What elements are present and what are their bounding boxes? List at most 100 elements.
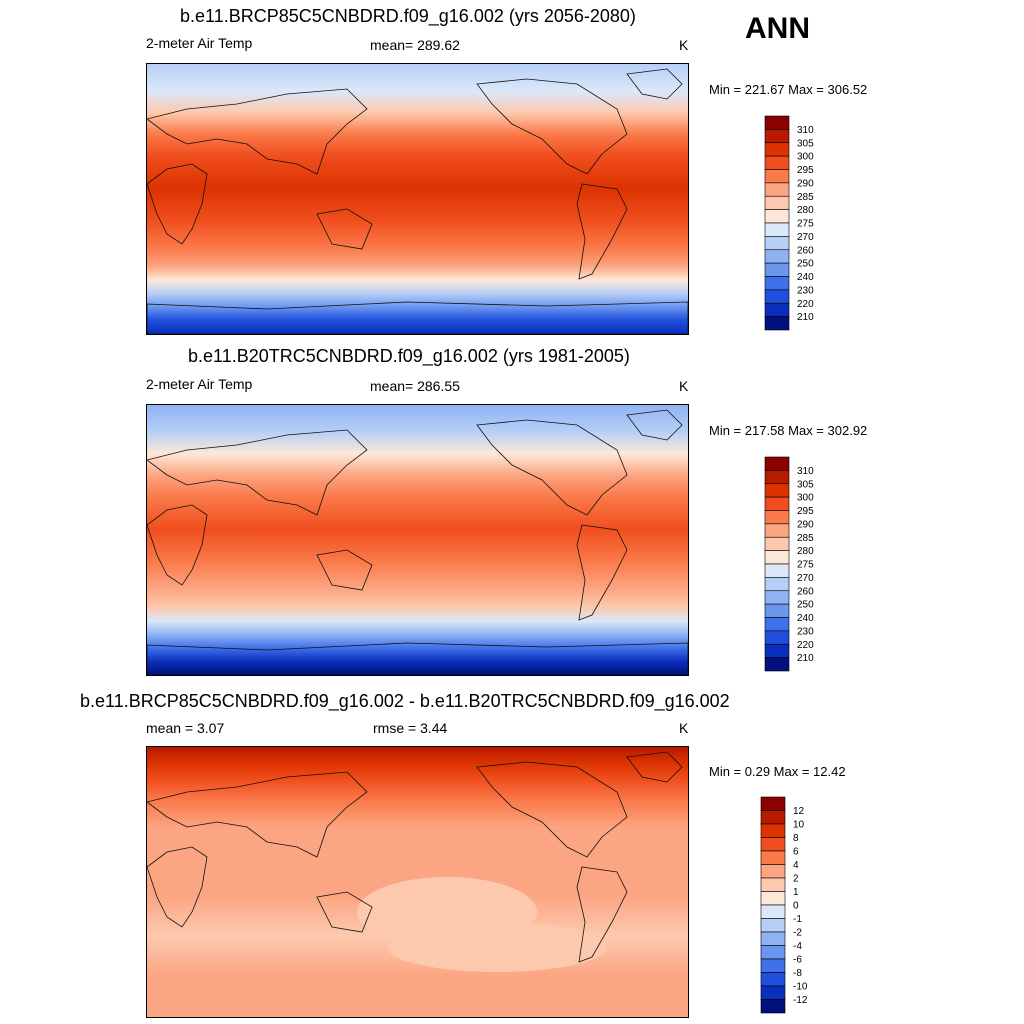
- panel-3-title: b.e11.BRCP85C5CNBDRD.f09_g16.002 - b.e11…: [80, 691, 730, 711]
- colorbar-tick-label: 240: [797, 272, 814, 283]
- colorbar-swatch: [764, 456, 790, 471]
- colorbar-tick-label: 240: [797, 613, 814, 624]
- colorbar-swatch: [760, 891, 786, 906]
- colorbar-swatch: [760, 958, 786, 973]
- colorbar-swatch: [764, 236, 790, 251]
- colorbar-tick-label: 1: [793, 887, 799, 898]
- colorbar-tick-label: 250: [797, 259, 814, 270]
- panel-3-map: [146, 746, 689, 1018]
- panel-1-mean-label: mean= 289.62: [370, 37, 460, 53]
- colorbar-tick-label: 260: [797, 586, 814, 597]
- colorbar-tick-label: 310: [797, 466, 814, 477]
- panel-3-units-label: K: [679, 720, 689, 736]
- panel-3-colorbar: 12 10 8 6 4 2 1 0 -1 -2 -4 -6 -8 -10 -12: [760, 796, 821, 1014]
- panel-3-map-svg: [147, 747, 688, 1017]
- colorbar-swatch: [764, 536, 790, 551]
- colorbar-swatch: [760, 864, 786, 879]
- colorbar-tick-label: 305: [797, 479, 814, 490]
- colorbar-swatch: [760, 985, 786, 1000]
- colorbar-tick-label: 4: [793, 860, 799, 871]
- colorbar-tick-label: 290: [797, 519, 814, 530]
- colorbar-swatch: [760, 810, 786, 825]
- panel-2-minmax: Min = 217.58 Max = 302.92: [709, 423, 868, 438]
- colorbar-swatch: [760, 850, 786, 865]
- colorbar-tick-label: 12: [793, 806, 805, 817]
- colorbar-swatch: [764, 316, 790, 331]
- panel-1-map: [146, 63, 689, 335]
- colorbar-swatch: [760, 877, 786, 892]
- colorbar-tick-label: 280: [797, 205, 814, 216]
- colorbar-swatch: [764, 496, 790, 511]
- colorbar-tick-label: -4: [793, 941, 802, 952]
- colorbar-swatch: [764, 115, 790, 130]
- colorbar-tick-label: 220: [797, 640, 814, 651]
- colorbar-tick-label: 10: [793, 820, 805, 831]
- colorbar-tick-label: -12: [793, 995, 808, 1006]
- colorbar-swatch: [764, 523, 790, 538]
- panel-2-colorbar: 310 305 300 295 290 285 280 275 270 260 250 240 230 2…: [764, 456, 825, 672]
- season-label: ANN: [745, 12, 810, 45]
- colorbar-tick-label: 210: [797, 312, 814, 323]
- colorbar-tick-label: -2: [793, 928, 802, 939]
- colorbar-tick-label: 270: [797, 232, 814, 243]
- colorbar-swatch: [764, 142, 790, 157]
- colorbar-swatch: [764, 289, 790, 304]
- colorbar-swatch: [760, 972, 786, 987]
- colorbar-tick-label: 310: [797, 125, 814, 136]
- panel-1-colorbar: 310 305 300 295 290 285 280 275 270 260 250 240 230 2…: [764, 115, 825, 331]
- colorbar-tick-label: 260: [797, 245, 814, 256]
- panel-1-units-label: K: [679, 37, 689, 53]
- colorbar-swatch: [764, 249, 790, 264]
- colorbar-tick-label: 285: [797, 533, 814, 544]
- colorbar-tick-label: 8: [793, 833, 799, 844]
- colorbar-tick-label: 300: [797, 493, 814, 504]
- panel-3-mean-label: mean = 3.07: [146, 720, 225, 736]
- colorbar-swatch: [764, 302, 790, 317]
- colorbar-tick-label: -6: [793, 955, 802, 966]
- colorbar-tick-label: 230: [797, 285, 814, 296]
- panel-1-map-svg: [147, 64, 688, 334]
- colorbar-swatch: [764, 630, 790, 645]
- panel-3-rmse-label: rmse = 3.44: [373, 720, 448, 736]
- colorbar-swatch: [760, 931, 786, 946]
- colorbar-tick-label: 270: [797, 573, 814, 584]
- colorbar-swatch: [760, 837, 786, 852]
- colorbar-swatch: [764, 563, 790, 578]
- panel-1-minmax: Min = 221.67 Max = 306.52: [709, 82, 868, 97]
- colorbar-swatch: [764, 129, 790, 144]
- colorbar-tick-label: -8: [793, 968, 802, 979]
- colorbar-swatch: [760, 823, 786, 838]
- colorbar-swatch: [760, 904, 786, 919]
- panel-3-minmax: Min = 0.29 Max = 12.42: [709, 764, 846, 779]
- colorbar-tick-label: 0: [793, 901, 799, 912]
- colorbar-tick-label: 275: [797, 560, 814, 571]
- colorbar-swatch: [764, 222, 790, 237]
- panel-2-map: [146, 404, 689, 676]
- colorbar-swatch: [764, 195, 790, 210]
- colorbar-swatch: [764, 603, 790, 618]
- panel-2-units-label: K: [679, 378, 689, 394]
- colorbar-tick-label: 2: [793, 874, 799, 885]
- colorbar-swatch: [764, 470, 790, 485]
- colorbar-swatch: [760, 945, 786, 960]
- colorbar-swatch: [764, 155, 790, 170]
- colorbar-swatch: [764, 262, 790, 277]
- colorbar-tick-label: 295: [797, 165, 814, 176]
- colorbar-tick-label: -10: [793, 982, 808, 993]
- panel-1-colorbar-svg: 310 305 300 295 290 285 280 275 270 260 250 240 230 2…: [764, 115, 814, 331]
- colorbar-swatch: [760, 918, 786, 933]
- colorbar-tick-label: 275: [797, 219, 814, 230]
- colorbar-swatch: [764, 182, 790, 197]
- colorbar-swatch: [760, 796, 786, 811]
- colorbar-tick-label: 300: [797, 152, 814, 163]
- panel-1-variable-label: 2-meter Air Temp: [146, 35, 253, 51]
- colorbar-tick-label: 305: [797, 138, 814, 149]
- colorbar-swatch: [764, 617, 790, 632]
- panel-2-title: b.e11.B20TRC5CNBDRD.f09_g16.002 (yrs 198…: [188, 346, 630, 366]
- colorbar-tick-label: 295: [797, 506, 814, 517]
- colorbar-tick-label: 250: [797, 600, 814, 611]
- colorbar-tick-label: 220: [797, 299, 814, 310]
- colorbar-swatch: [764, 510, 790, 525]
- panel-2-variable-label: 2-meter Air Temp: [146, 376, 253, 392]
